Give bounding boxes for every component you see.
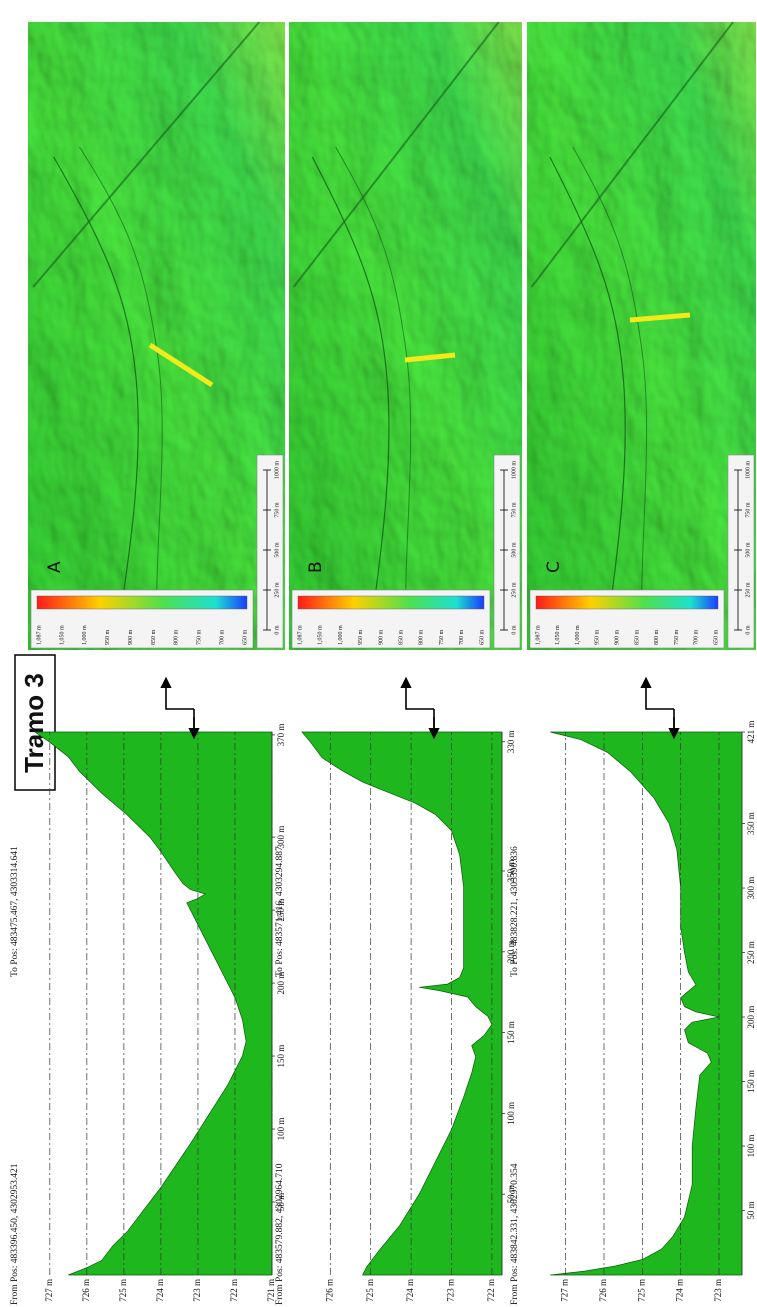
colorbar-label: 650 m <box>713 630 719 646</box>
y-tick-label: 722 m <box>486 1279 496 1302</box>
y-tick-label: 724 m <box>405 1279 415 1302</box>
colorbar-label: 800 m <box>174 630 180 646</box>
y-tick-label: 726 m <box>324 1279 334 1302</box>
x-tick-label: 150 m <box>276 1045 286 1068</box>
y-tick-label: 726 m <box>81 1279 91 1302</box>
x-tick-label: 100 m <box>276 1118 286 1141</box>
y-tick-label: 722 m <box>229 1279 239 1302</box>
y-tick-label: 725 m <box>365 1279 375 1302</box>
colorbar-label: 750 m <box>439 630 445 646</box>
colorbar-label: 1,087 m <box>36 625 42 645</box>
x-tick-label: 250 m <box>746 941 756 964</box>
x-tick-label: 300 m <box>276 826 286 849</box>
x-tick-label: 300 m <box>746 877 756 900</box>
colorbar <box>37 596 247 609</box>
y-tick-label: 723 m <box>713 1279 723 1302</box>
scale-label: 750 m <box>511 502 517 518</box>
map-image <box>28 22 285 650</box>
map-letter: C <box>544 561 564 573</box>
to-position: To Pos: 483828.221, 4303390.836 <box>510 846 520 977</box>
x-tick-label: 421 m <box>746 721 756 744</box>
from-position: From Pos: 483842.331, 4302970.354 <box>510 1163 520 1305</box>
colorbar-label: 950 m <box>358 630 364 646</box>
scale-label: 0 m <box>511 625 517 635</box>
map-image <box>289 22 522 650</box>
x-tick-label: 150 m <box>746 1070 756 1093</box>
colorbar-label: 750 m <box>674 630 680 646</box>
y-tick-label: 723 m <box>446 1279 456 1302</box>
scale-label: 500 m <box>274 542 280 558</box>
colorbar-label: 750 m <box>197 630 203 646</box>
scale-label: 250 m <box>745 582 751 598</box>
scale-label: 250 m <box>511 582 517 598</box>
colorbar-label: 850 m <box>634 630 640 646</box>
colorbar-label: 1,000 m <box>575 625 581 645</box>
y-tick-label: 724 m <box>155 1279 165 1302</box>
y-tick-label: 727 m <box>44 1279 54 1302</box>
map-letter: A <box>45 561 65 573</box>
figure-title: Tramo 3 <box>19 673 49 773</box>
y-tick-label: 723 m <box>192 1279 202 1302</box>
colorbar-label: 850 m <box>398 630 404 646</box>
scale-label: 0 m <box>745 625 751 635</box>
page: Tramo 3 From Pos: 483396.450, 4302953.42… <box>0 0 757 1307</box>
scale-label: 1000 m <box>745 461 751 480</box>
scale-label: 500 m <box>745 542 751 558</box>
colorbar-label: 700 m <box>694 630 700 646</box>
figure: Tramo 3 From Pos: 483396.450, 4302953.42… <box>0 0 757 1307</box>
colorbar-label: 850 m <box>151 630 157 646</box>
colorbar-label: 1,050 m <box>59 625 65 645</box>
colorbar-label: 1,050 m <box>318 625 324 645</box>
y-tick-label: 727 m <box>560 1279 570 1302</box>
colorbar <box>536 596 718 609</box>
y-tick-label: 725 m <box>118 1279 128 1302</box>
scale-label: 1000 m <box>274 461 280 480</box>
colorbar-label: 650 m <box>242 630 248 646</box>
x-tick-label: 50 m <box>746 1201 756 1219</box>
to-position: To Pos: 483475.467, 4303314.641 <box>10 846 20 977</box>
x-tick-label: 370 m <box>276 724 286 747</box>
scale-label: 500 m <box>511 542 517 558</box>
colorbar-label: 700 m <box>219 630 225 646</box>
x-tick-label: 350 m <box>746 812 756 835</box>
scale-label: 250 m <box>274 582 280 598</box>
x-tick-label: 100 m <box>746 1135 756 1158</box>
scale-label: 1000 m <box>511 461 517 480</box>
colorbar-label: 900 m <box>378 630 384 646</box>
colorbar-label: 1,050 m <box>555 625 561 645</box>
y-tick-label: 724 m <box>675 1279 685 1302</box>
colorbar-label: 950 m <box>105 630 111 646</box>
x-tick-label: 150 m <box>506 1021 516 1044</box>
scale-label: 0 m <box>274 625 280 635</box>
colorbar-label: 1,000 m <box>338 625 344 645</box>
from-position: From Pos: 483579.882, 4302964.710 <box>275 1163 285 1305</box>
x-tick-label: 100 m <box>506 1102 516 1125</box>
colorbar-label: 900 m <box>128 630 134 646</box>
colorbar-label: 800 m <box>419 630 425 646</box>
map-letter: B <box>306 561 326 573</box>
colorbar-label: 1,087 m <box>297 625 303 645</box>
colorbar-label: 900 m <box>614 630 620 646</box>
x-tick-label: 330 m <box>506 730 516 753</box>
colorbar-label: 1,000 m <box>82 625 88 645</box>
map-image <box>527 22 756 650</box>
colorbar-label: 700 m <box>459 630 465 646</box>
colorbar-label: 1,087 m <box>535 625 541 645</box>
scale-label: 750 m <box>745 502 751 518</box>
y-tick-label: 725 m <box>636 1279 646 1302</box>
colorbar-label: 800 m <box>654 630 660 646</box>
scale-label: 750 m <box>274 502 280 518</box>
colorbar <box>298 596 484 609</box>
colorbar-label: 650 m <box>479 630 485 646</box>
y-tick-label: 726 m <box>598 1279 608 1302</box>
x-tick-label: 200 m <box>746 1006 756 1029</box>
colorbar-label: 950 m <box>595 630 601 646</box>
to-position: To Pos: 483571.416, 4303294.887 <box>275 846 285 977</box>
from-position: From Pos: 483396.450, 4302953.421 <box>10 1163 20 1305</box>
